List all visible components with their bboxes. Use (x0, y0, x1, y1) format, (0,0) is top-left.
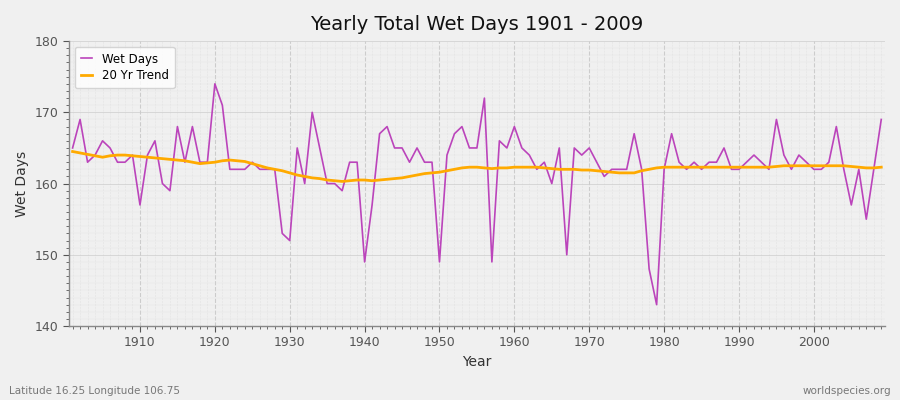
Wet Days (517, 146, 527, 150)
Y-axis label: Wet Days: Wet Days (15, 150, 29, 217)
20 Yr Trend (292, 173, 302, 178)
Legend: Wet Days, 20 Yr Trend: Wet Days, 20 Yr Trend (75, 47, 175, 88)
Title: Yearly Total Wet Days 1901 - 2009: Yearly Total Wet Days 1901 - 2009 (310, 15, 644, 34)
Wet Days (127, 153, 138, 158)
Wet Days (300, 181, 310, 186)
Wet Days (607, 167, 617, 172)
Text: worldspecies.org: worldspecies.org (803, 386, 891, 396)
Wet Days (68, 146, 78, 150)
20 Yr Trend (337, 179, 347, 184)
Line: Wet Days: Wet Days (73, 84, 881, 305)
Wet Days (652, 302, 662, 307)
20 Yr Trend (344, 178, 355, 183)
X-axis label: Year: Year (463, 355, 491, 369)
20 Yr Trend (876, 165, 886, 170)
Text: Latitude 16.25 Longitude 106.75: Latitude 16.25 Longitude 106.75 (9, 386, 180, 396)
Wet Days (509, 124, 520, 129)
Wet Days (876, 117, 886, 122)
20 Yr Trend (517, 165, 527, 170)
Line: 20 Yr Trend: 20 Yr Trend (73, 152, 881, 182)
20 Yr Trend (127, 153, 138, 158)
Wet Days (344, 160, 355, 165)
20 Yr Trend (607, 170, 617, 174)
20 Yr Trend (509, 165, 520, 170)
20 Yr Trend (68, 149, 78, 154)
Wet Days (210, 82, 220, 86)
